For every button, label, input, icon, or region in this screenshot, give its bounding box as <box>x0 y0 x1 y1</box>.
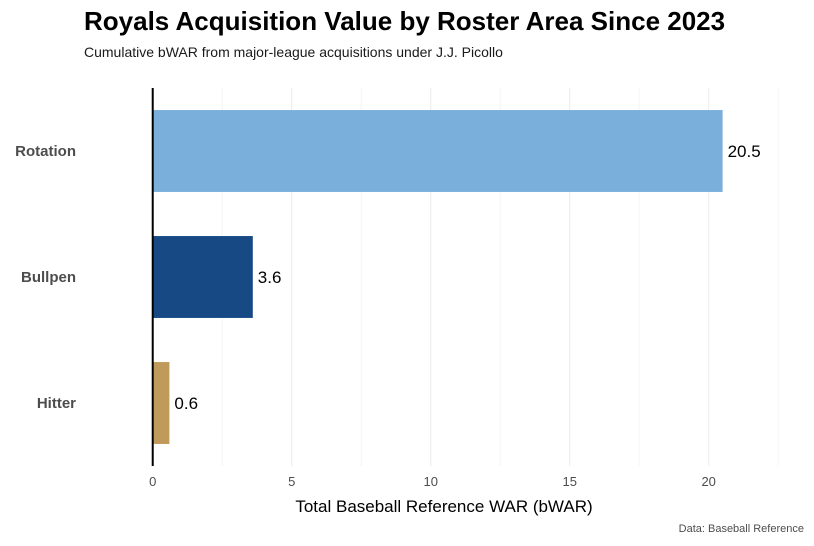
x-axis-title: Total Baseball Reference WAR (bWAR) <box>295 497 592 516</box>
bar-rotation <box>152 110 723 192</box>
x-tick-label: 5 <box>288 474 295 489</box>
category-label-rotation: Rotation <box>15 143 76 160</box>
x-tick-labels: 0 5 10 15 20 <box>149 474 716 489</box>
chart-caption: Data: Baseball Reference <box>678 523 804 535</box>
chart-title: Royals Acquisition Value by Roster Area … <box>84 6 726 36</box>
x-tick-label: 15 <box>562 474 576 489</box>
bar-hitter <box>152 362 170 444</box>
value-label-bullpen: 3.6 <box>258 268 282 287</box>
value-labels: 20.5 3.6 0.6 <box>174 142 760 413</box>
x-tick-label: 10 <box>423 474 437 489</box>
category-label-bullpen: Bullpen <box>21 269 76 286</box>
category-labels: Rotation Bullpen Hitter <box>15 143 76 412</box>
chart-subtitle: Cumulative bWAR from major-league acquis… <box>84 44 503 60</box>
x-tick-label: 20 <box>701 474 715 489</box>
value-label-rotation: 20.5 <box>728 142 761 161</box>
bars <box>152 110 723 444</box>
value-label-hitter: 0.6 <box>174 394 198 413</box>
x-tick-label: 0 <box>149 474 156 489</box>
bar-bullpen <box>152 236 253 318</box>
category-label-hitter: Hitter <box>37 395 76 412</box>
